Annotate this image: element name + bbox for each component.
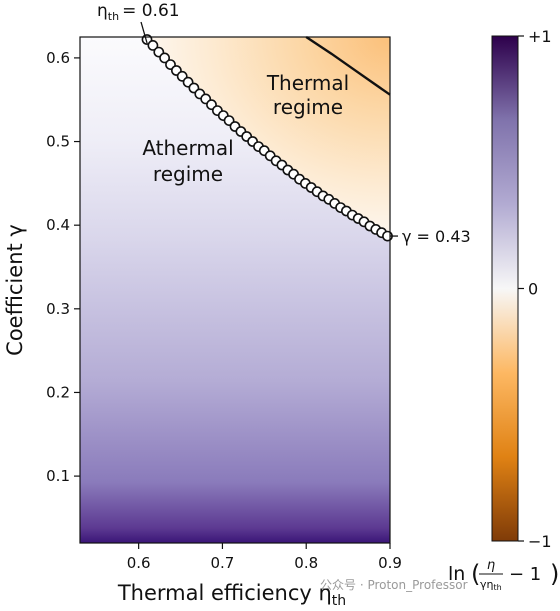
plot-frame [79,36,391,544]
thermal-regime-label: Thermal [266,71,349,95]
eta-annotation: ηth = 0.61 [97,1,180,23]
y-tick-label: 0.1 [46,467,70,485]
thermal-region [147,37,390,237]
colorbar-label-num: η [487,558,495,573]
thermal-curve [305,35,391,96]
y-tick-label: 0.5 [46,133,70,151]
athermal-regime-label: Athermal [142,136,233,160]
colorbar-label-ln: ln [448,563,465,585]
colorbar-tick-label: 0 [528,280,538,299]
colorbar-label-den: γηth [480,578,502,592]
colorbar-label: ln ( η γηth − 1) [448,558,559,592]
x-tick-label: 0.9 [378,554,402,572]
colorbar-tick-label: +1 [528,27,552,46]
athermal-regime-label: regime [153,162,223,186]
y-tick-label: 0.6 [46,49,70,67]
watermark-text: 公众号 · Proton_Professor [320,578,468,592]
y-axis-label: Coefficient γ [3,224,27,356]
colorbar-label-suffix: − 1 [509,564,541,585]
eta-pointer [140,21,148,44]
x-tick-label: 0.6 [127,554,151,572]
y-tick-label: 0.4 [46,216,70,234]
y-tick-label: 0.2 [46,383,70,401]
y-tick-label: 0.3 [46,300,70,318]
x-tick-label: 0.7 [211,554,235,572]
boundary-marker [147,40,159,51]
gamma-annotation: γ = 0.43 [402,227,471,246]
colorbar [491,35,519,542]
x-axis-label: Thermal efficiency ηth [117,581,346,607]
x-tick-label: 0.8 [294,554,318,572]
colorbar-label-paren: ) [550,560,559,588]
boundary-marker [159,52,170,64]
colorbar-tick-label: −1 [528,532,552,551]
thermal-regime-label: regime [273,95,343,119]
colorbar-label-paren: ( [471,560,480,588]
